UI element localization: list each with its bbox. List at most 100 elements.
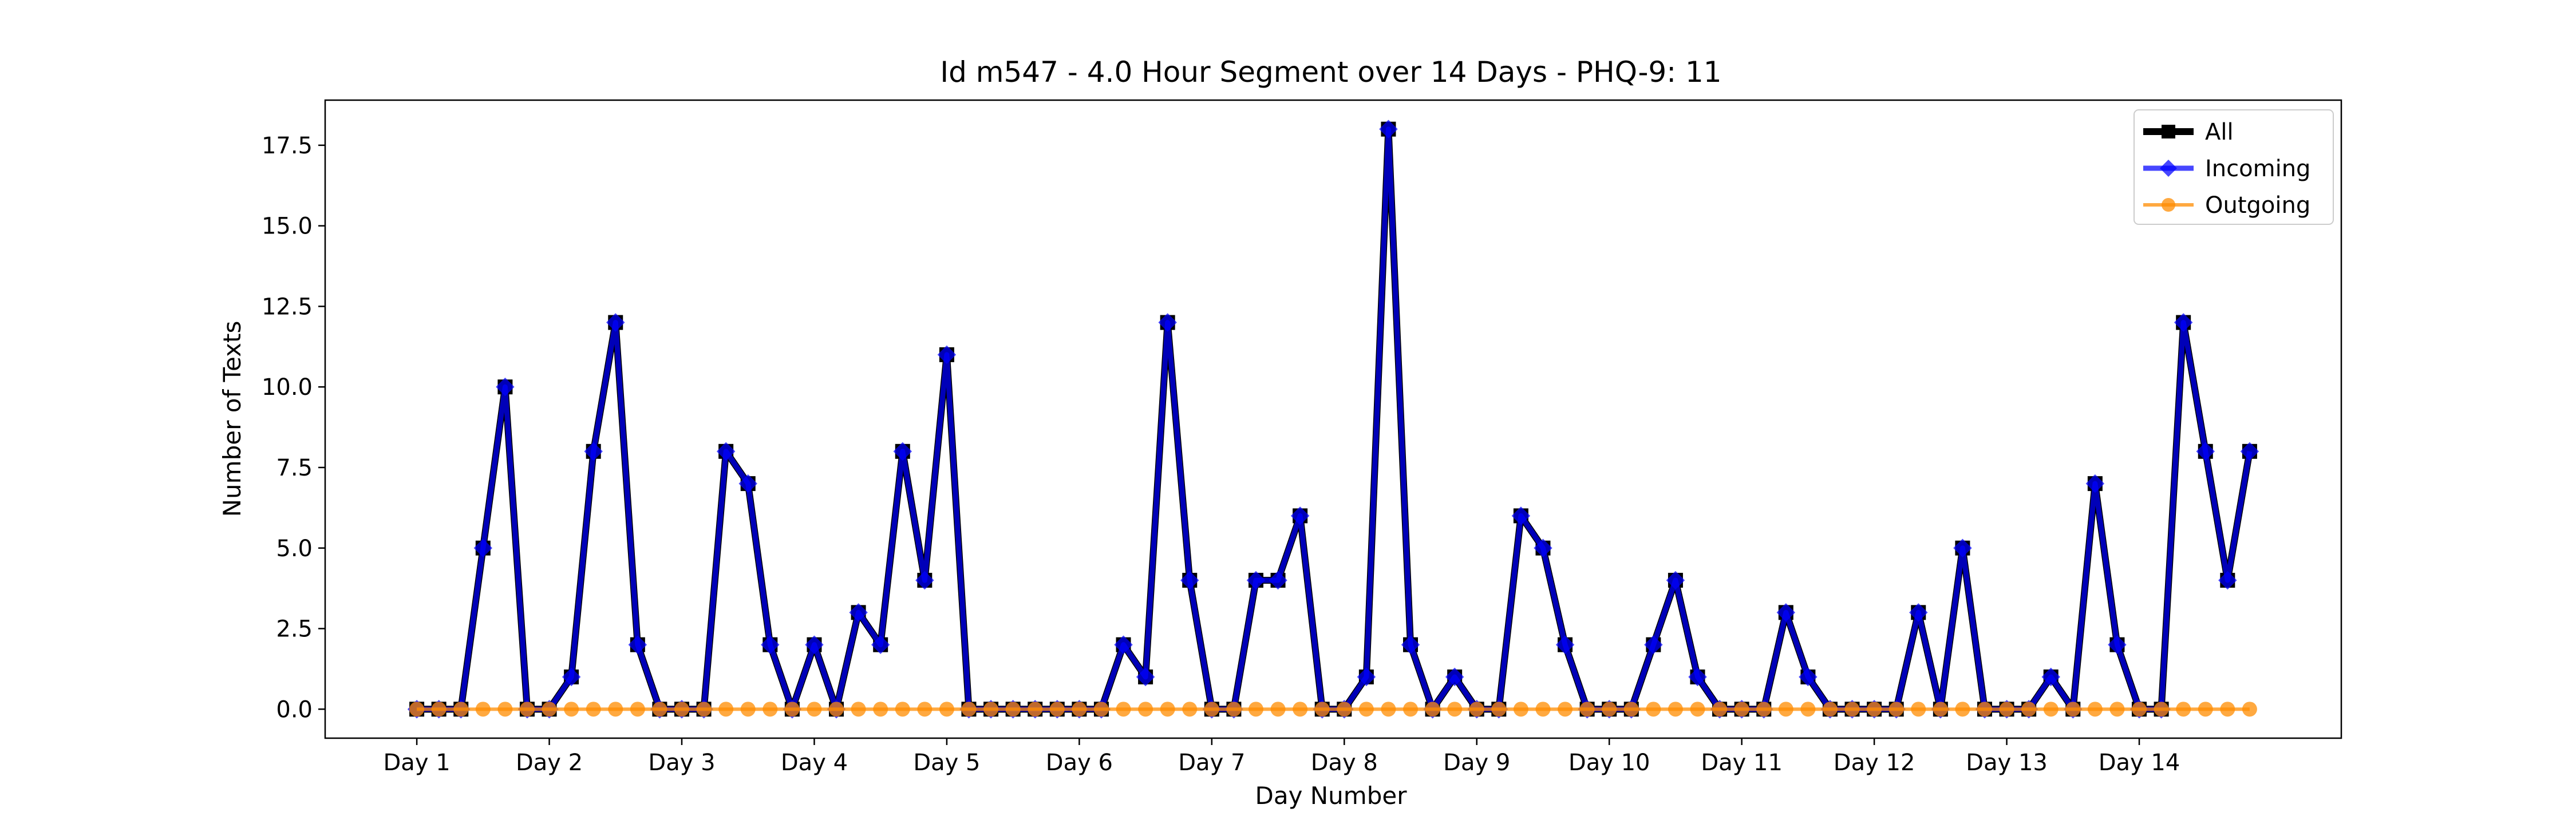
data-point [1668, 702, 1683, 717]
data-point [409, 702, 425, 717]
data-point [2242, 702, 2257, 717]
y-tick-label: 5.0 [276, 536, 313, 562]
data-point [740, 702, 756, 717]
data-point [1401, 635, 1420, 654]
data-point [2041, 667, 2060, 687]
data-point [475, 702, 491, 717]
data-point [807, 702, 822, 717]
data-point [1800, 702, 1816, 717]
data-point [1180, 571, 1199, 590]
legend-item: Incoming [2143, 156, 2310, 182]
x-tick-label: Day 12 [1834, 750, 1915, 776]
y-tick-label: 10.0 [262, 374, 313, 401]
data-point [939, 702, 954, 717]
data-point [1293, 702, 1308, 717]
legend-label: Outgoing [2205, 192, 2310, 219]
y-tick-label: 12.5 [262, 294, 313, 320]
data-point [983, 702, 999, 717]
data-point [1734, 702, 1749, 717]
data-point [895, 702, 910, 717]
data-point [1246, 571, 1266, 590]
data-point [1756, 702, 1772, 717]
legend: All Incoming Outgoing [2134, 109, 2334, 225]
data-point [628, 635, 647, 654]
x-tick-label: Day 14 [2099, 750, 2180, 776]
data-point [1114, 635, 1133, 654]
data-point [1579, 702, 1595, 717]
data-point [961, 702, 977, 717]
data-point [1513, 702, 1528, 717]
data-point [1269, 571, 1287, 590]
data-point [738, 474, 757, 493]
y-tick-label: 2.5 [276, 616, 313, 643]
data-point [1425, 702, 1440, 717]
data-point [1116, 702, 1131, 717]
data-point [1357, 667, 1376, 687]
series-outgoing [409, 702, 2257, 717]
y-tick-label: 17.5 [262, 133, 313, 159]
data-point [584, 442, 603, 461]
data-point [1688, 667, 1707, 687]
data-point [1379, 120, 1398, 138]
data-point [2176, 702, 2191, 717]
data-point [1136, 667, 1155, 687]
data-point [849, 603, 868, 622]
axes-frame [324, 99, 2342, 739]
data-point [630, 702, 645, 717]
data-point [805, 635, 824, 654]
data-point [1491, 702, 1507, 717]
data-point [2218, 571, 2237, 590]
data-point [1977, 702, 1992, 717]
data-point [1049, 702, 1065, 717]
data-point [1844, 702, 1860, 717]
data-point [431, 702, 447, 717]
data-point [2043, 702, 2059, 717]
data-point [1182, 702, 1198, 717]
data-point [1204, 702, 1219, 717]
legend-marker [2162, 125, 2175, 138]
data-point [2198, 702, 2213, 717]
legend-item: Outgoing [2143, 192, 2310, 219]
data-point [562, 667, 581, 687]
data-point [519, 702, 535, 717]
data-point [606, 313, 625, 332]
y-tick-label: 7.5 [276, 455, 313, 481]
data-point [1226, 702, 1242, 717]
data-point [1666, 571, 1685, 590]
data-point [1822, 702, 1838, 717]
data-point [1093, 702, 1109, 717]
data-point [784, 702, 800, 717]
data-point [937, 345, 957, 365]
data-point [1602, 702, 1617, 717]
y-tick-label: 0.0 [276, 696, 313, 723]
x-tick-label: Day 5 [913, 750, 980, 776]
x-tick-label: Day 4 [781, 750, 848, 776]
data-point [1005, 702, 1021, 717]
data-point [2174, 313, 2193, 332]
data-point [1558, 702, 1573, 717]
data-point [2196, 442, 2215, 461]
data-point [564, 702, 579, 717]
data-point [1337, 702, 1352, 717]
data-point [542, 702, 557, 717]
y-axis-label: Number of Texts [218, 321, 246, 517]
data-point [718, 702, 734, 717]
data-point [829, 702, 844, 717]
data-point [1447, 702, 1463, 717]
data-point [873, 702, 888, 717]
data-point [1933, 702, 1948, 717]
data-point [2109, 702, 2125, 717]
data-point [2065, 702, 2081, 717]
data-point [1776, 603, 1796, 622]
legend-label: All [2205, 119, 2234, 145]
data-point [1535, 702, 1551, 717]
data-point [917, 702, 933, 717]
data-point [1953, 538, 1972, 558]
data-point [1555, 635, 1575, 654]
data-point [1445, 667, 1464, 687]
data-point [2087, 702, 2103, 717]
x-tick-label: Day 7 [1178, 750, 1245, 776]
x-tick-label: Day 6 [1046, 750, 1113, 776]
data-point [2154, 702, 2169, 717]
data-point [1644, 635, 1663, 654]
